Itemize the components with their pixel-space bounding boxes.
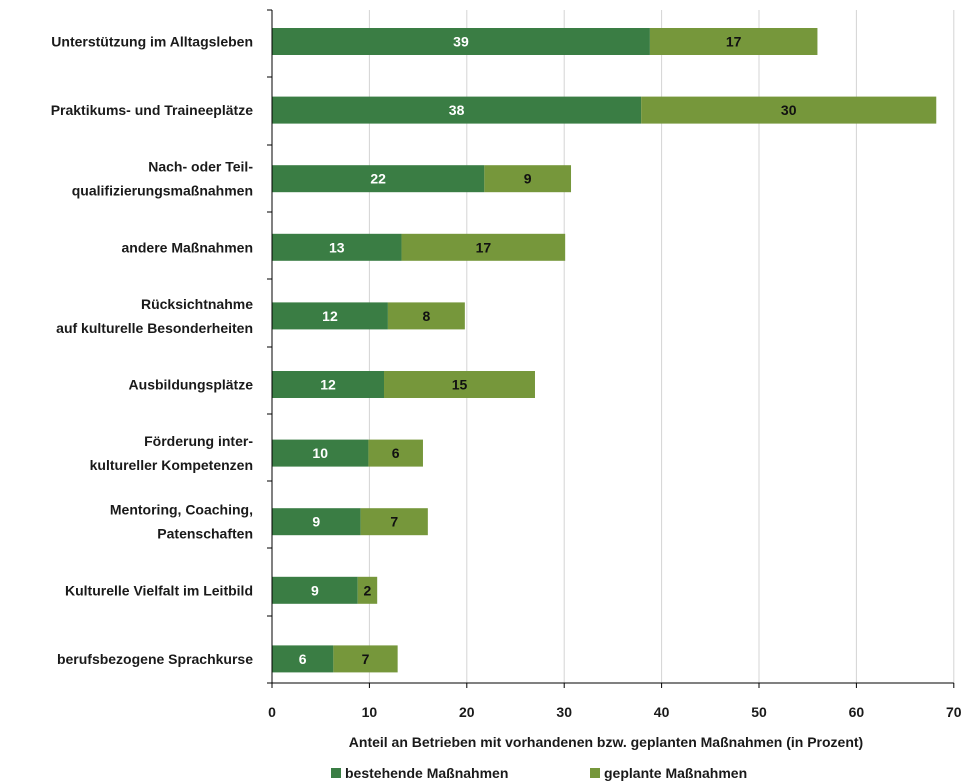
category-labels: Unterstützung im Alltagsleben Praktikums-… bbox=[51, 34, 254, 667]
category-label: Kulturelle Vielfalt im Leitbild bbox=[65, 582, 253, 598]
legend-label-geplante: geplante Maßnahmen bbox=[604, 765, 747, 781]
bar-value-label-geplante: 30 bbox=[781, 102, 797, 118]
bars: 39 17 38 30 22 9 13 17 12 8 12 15 10 6 9 7 9 2 6 7 bbox=[272, 28, 937, 673]
bar-geplante bbox=[384, 371, 535, 398]
category-label: berufsbezogene Sprachkurse bbox=[57, 651, 253, 667]
category-label: Förderung inter-kultureller Kompetenzen bbox=[90, 433, 254, 473]
category-label: Praktikums- und Traineeplätze bbox=[51, 102, 253, 118]
bar-geplante bbox=[649, 28, 818, 55]
bar-geplante bbox=[641, 96, 937, 124]
x-tick-label: 70 bbox=[946, 704, 962, 720]
bar-value-label-bestehende: 9 bbox=[312, 514, 320, 530]
x-tick-label: 20 bbox=[459, 704, 475, 720]
bar-geplante bbox=[333, 645, 398, 673]
bar-geplante bbox=[368, 439, 423, 467]
axes: 0 10 20 30 40 50 60 70 bbox=[267, 9, 962, 720]
bar-bestehende bbox=[272, 233, 402, 261]
bar-value-label-geplante: 6 bbox=[392, 445, 400, 461]
x-axis-title: Anteil an Betrieben mit vorhandenen bzw.… bbox=[349, 734, 863, 750]
category-label: Mentoring, Coaching, Patenschaften bbox=[110, 502, 253, 542]
category-label: Nach- oder Teil-qualifizierungsmaßnahmen bbox=[72, 159, 254, 199]
bar-value-label-geplante: 17 bbox=[726, 34, 742, 50]
bar-value-label-bestehende: 39 bbox=[453, 34, 469, 50]
bar-value-label-bestehende: 10 bbox=[312, 445, 328, 461]
bar-value-label-geplante: 7 bbox=[390, 514, 398, 530]
bar-value-label-bestehende: 12 bbox=[322, 308, 338, 324]
x-tick-label: 30 bbox=[556, 704, 572, 720]
bar-value-label-bestehende: 6 bbox=[299, 651, 307, 667]
bar-value-label-geplante: 7 bbox=[362, 651, 370, 667]
bar-value-label-geplante: 9 bbox=[524, 171, 532, 187]
category-label: andere Maßnahmen bbox=[122, 239, 253, 255]
bar-bestehende bbox=[272, 96, 642, 124]
bar-geplante bbox=[401, 233, 566, 261]
bar-value-label-bestehende: 9 bbox=[311, 582, 319, 598]
bar-value-label-geplante: 8 bbox=[422, 308, 430, 324]
x-tick-label: 50 bbox=[751, 704, 767, 720]
category-label: Rücksichtnahme auf kulturelle Besonderhei… bbox=[56, 296, 253, 336]
legend-swatch-geplante bbox=[590, 768, 600, 778]
category-label: Unterstützung im Alltagsleben bbox=[51, 34, 253, 50]
x-tick-label: 60 bbox=[849, 704, 865, 720]
bar-geplante bbox=[357, 576, 378, 604]
bar-bestehende bbox=[272, 371, 385, 398]
x-tick-label: 0 bbox=[268, 704, 276, 720]
bar-geplante bbox=[387, 302, 465, 330]
bar-bestehende bbox=[272, 645, 334, 673]
bar-bestehende bbox=[272, 302, 388, 330]
bar-value-label-geplante: 2 bbox=[364, 582, 372, 598]
bar-bestehende bbox=[272, 508, 361, 536]
bar-value-label-bestehende: 22 bbox=[370, 171, 386, 187]
bar-bestehende bbox=[272, 28, 650, 55]
x-tick-label: 10 bbox=[362, 704, 378, 720]
bar-value-label-geplante: 15 bbox=[452, 377, 468, 393]
legend-label-bestehende: bestehende Maßnahmen bbox=[345, 765, 508, 781]
bar-geplante bbox=[360, 508, 428, 536]
bar-value-label-bestehende: 13 bbox=[329, 239, 345, 255]
bar-geplante bbox=[484, 165, 572, 193]
x-tick-label: 40 bbox=[654, 704, 670, 720]
bar-bestehende bbox=[272, 576, 358, 604]
legend-swatch-bestehende bbox=[331, 768, 341, 778]
bar-value-label-bestehende: 12 bbox=[320, 377, 336, 393]
category-label: Ausbildungsplätze bbox=[129, 377, 254, 393]
bar-value-label-geplante: 17 bbox=[476, 239, 492, 255]
bar-bestehende bbox=[272, 439, 369, 467]
legend: bestehende Maßnahmen geplante Maßnahmen bbox=[331, 765, 747, 781]
bar-bestehende bbox=[272, 165, 485, 193]
bar-value-label-bestehende: 38 bbox=[449, 102, 465, 118]
